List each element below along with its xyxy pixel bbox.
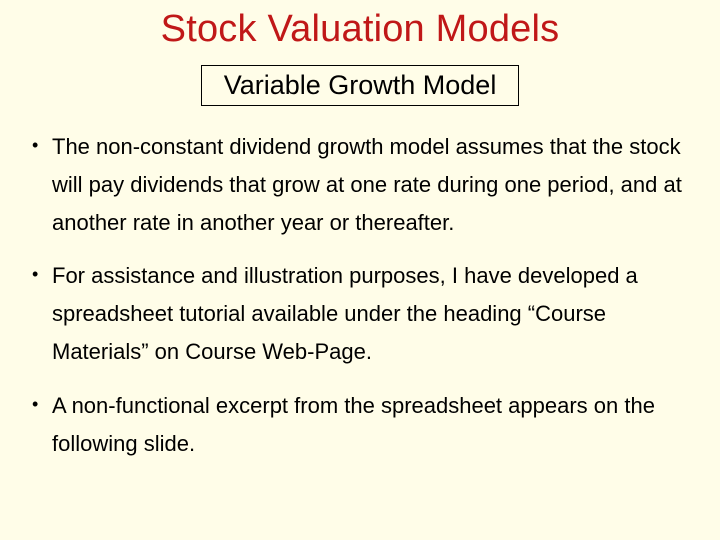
subtitle-text: Variable Growth Model — [224, 70, 497, 100]
subtitle-box: Variable Growth Model — [201, 65, 520, 106]
bullet-item: A non-functional excerpt from the spread… — [30, 387, 692, 463]
bullet-list: The non-constant dividend growth model a… — [30, 128, 692, 463]
slide-title: Stock Valuation Models — [28, 8, 692, 51]
bullet-item: For assistance and illustration purposes… — [30, 257, 692, 370]
slide-container: Stock Valuation Models Variable Growth M… — [0, 0, 720, 540]
bullet-item: The non-constant dividend growth model a… — [30, 128, 692, 241]
